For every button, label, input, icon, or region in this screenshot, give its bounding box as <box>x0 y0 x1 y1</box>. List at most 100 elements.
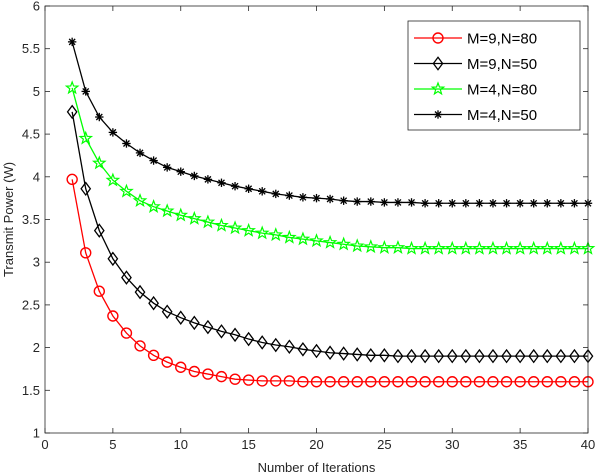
y-tick-label: 2 <box>33 340 40 355</box>
data-point <box>363 239 379 254</box>
y-tick-label: 3.5 <box>22 212 40 227</box>
data-point <box>460 348 472 364</box>
y-tick-label: 4.5 <box>22 127 40 142</box>
data-point <box>488 199 498 208</box>
data-point <box>390 239 406 254</box>
data-point <box>392 376 404 388</box>
data-point <box>202 319 214 335</box>
data-point <box>188 315 200 331</box>
data-point <box>339 196 348 205</box>
data-point <box>256 335 268 350</box>
y-tick-label: 1 <box>33 426 40 441</box>
data-point <box>570 199 579 208</box>
data-point <box>66 104 78 120</box>
data-point <box>553 240 569 255</box>
data-point <box>446 376 458 388</box>
data-point <box>472 240 487 255</box>
data-point <box>159 203 175 218</box>
data-point <box>393 198 403 207</box>
x-tick-label: 20 <box>309 437 323 452</box>
data-point <box>176 167 185 176</box>
data-point <box>91 155 107 170</box>
data-point <box>216 324 227 339</box>
data-point <box>404 240 419 255</box>
data-point <box>419 348 431 364</box>
data-point <box>67 37 77 47</box>
data-point <box>378 376 391 388</box>
data-point <box>135 148 145 158</box>
data-point <box>134 284 146 300</box>
legend-marker <box>432 56 444 71</box>
data-point <box>349 238 365 253</box>
data-point <box>147 349 160 361</box>
data-point <box>365 376 377 388</box>
data-point <box>433 348 445 364</box>
data-point <box>108 128 118 137</box>
data-point <box>324 376 336 388</box>
data-point <box>310 376 323 388</box>
data-point <box>229 373 241 385</box>
data-point <box>203 175 213 184</box>
data-point <box>162 163 172 172</box>
data-point <box>243 331 255 347</box>
data-point <box>434 199 443 208</box>
data-point <box>377 239 392 254</box>
data-point <box>485 240 501 255</box>
data-point <box>569 348 580 364</box>
data-point <box>556 199 566 208</box>
data-point <box>132 192 148 207</box>
series-0 <box>66 173 594 388</box>
data-point <box>241 222 256 237</box>
data-point <box>322 234 338 249</box>
data-point <box>64 80 80 95</box>
data-point <box>568 376 581 388</box>
data-point <box>268 227 284 242</box>
data-point <box>256 375 268 387</box>
data-point <box>351 347 363 362</box>
data-point <box>227 220 243 235</box>
data-point <box>285 191 294 200</box>
data-point <box>229 327 241 343</box>
data-point <box>188 365 201 378</box>
data-point <box>365 347 377 363</box>
data-point <box>146 198 161 213</box>
data-point <box>134 340 146 352</box>
y-axis-ticks: 1 1.5 2 2.5 3 3.5 4 4.5 5 5.5 6 <box>22 0 588 441</box>
data-point <box>487 376 499 388</box>
data-point <box>487 348 499 364</box>
data-point <box>458 240 474 255</box>
data-point <box>338 346 350 361</box>
data-point <box>515 199 525 208</box>
data-point <box>105 172 121 187</box>
x-tick-label: 10 <box>174 437 188 452</box>
x-tick-label: 25 <box>377 437 391 452</box>
data-point <box>186 210 202 225</box>
legend-entry: M=4,N=50 <box>414 107 537 124</box>
data-point <box>460 376 472 388</box>
series-1 <box>66 104 594 364</box>
data-point <box>526 240 542 255</box>
series-2 <box>64 80 596 255</box>
data-point <box>529 199 538 208</box>
data-point <box>392 348 404 364</box>
data-point <box>419 376 431 388</box>
legend-entry: M=4,N=80 <box>414 81 537 99</box>
data-point <box>353 197 362 206</box>
data-point <box>500 376 513 388</box>
series-3 <box>67 37 593 208</box>
data-point <box>337 376 350 388</box>
data-point <box>502 199 511 208</box>
x-tick-label: 30 <box>445 437 459 452</box>
data-point <box>242 374 255 386</box>
series-layer <box>64 37 596 388</box>
data-point <box>528 376 540 388</box>
legend-label: M=4,N=80 <box>467 82 537 99</box>
data-point <box>432 376 445 388</box>
legend-box <box>407 20 581 131</box>
data-point <box>541 348 553 364</box>
legend-marker <box>432 32 444 44</box>
data-point <box>312 193 321 203</box>
legend: M=9,N=80 M=9,N=50 M=4,N=80 M=4,N=50 <box>407 20 581 131</box>
data-point <box>78 130 94 145</box>
data-point <box>448 199 457 208</box>
